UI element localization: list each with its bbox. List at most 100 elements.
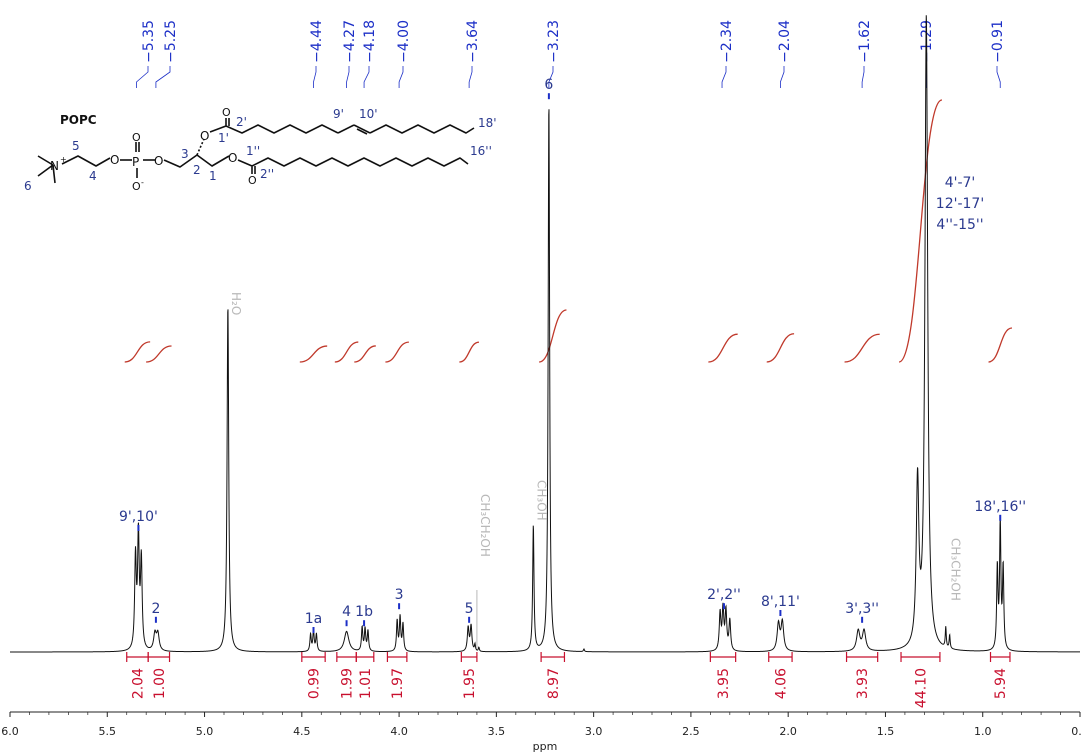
integral-curve xyxy=(898,99,943,363)
assignment-label: 1a xyxy=(305,611,323,627)
integral-value: 3.93 xyxy=(855,668,871,699)
integral-curve xyxy=(844,333,880,363)
stereo-bond xyxy=(196,138,205,156)
integral-curve xyxy=(538,309,567,363)
integral-value: 1.99 xyxy=(340,668,356,699)
assignment-label: 9',10' xyxy=(119,509,158,525)
peak-label-lines xyxy=(136,66,1001,88)
x-tick-label: 5.0 xyxy=(196,725,214,738)
x-axis: ppm 6.0 5.5 5.0 4.5 4.0 3.5 3.0 2.5 2.0 1.5 1.0 0.5 xyxy=(1,711,1082,753)
locant-5: 5 xyxy=(72,139,80,153)
x-axis-label: ppm xyxy=(533,740,558,753)
peak-shift-label: −5.35 xyxy=(141,20,157,63)
peak-shift-label: −1.62 xyxy=(857,20,873,63)
assignment-label: 2',2'' xyxy=(707,587,741,603)
integral-value: 1.97 xyxy=(390,668,406,699)
peak-label-connector xyxy=(861,66,865,88)
locant-3: 3 xyxy=(181,147,189,161)
peak-label-group: −5.35 −5.25 −4.44 −4.27 −4.18 −4.00 −3.64 −3.23… xyxy=(141,20,1006,63)
integral-curve xyxy=(459,341,480,363)
integral-curve xyxy=(385,341,409,363)
negative-charge: - xyxy=(141,178,144,187)
locant-1-prime: 1' xyxy=(218,131,229,145)
assignment-label: 1b xyxy=(355,604,373,620)
assignment-label: 6 xyxy=(544,77,553,93)
locant-2-prime: 2' xyxy=(236,115,247,129)
peak-label-connector xyxy=(996,66,1001,88)
integral-value: 44.10 xyxy=(913,668,929,708)
oxygen-atom-3: O xyxy=(132,180,141,193)
x-tick-label: 3.5 xyxy=(488,725,506,738)
peak-shift-label: −4.00 xyxy=(396,20,412,63)
sn2-chain-a xyxy=(209,118,339,134)
sn1-chain xyxy=(237,157,469,174)
integral-value: 1.00 xyxy=(152,668,168,699)
sn2-chain-b xyxy=(337,124,475,135)
peak-shift-label: −4.44 xyxy=(309,20,325,63)
locant-4: 4 xyxy=(89,169,97,183)
spectrum-trace xyxy=(10,15,1080,653)
peak-shift-label: −2.04 xyxy=(777,20,793,63)
integration-regions: 2.04 1.00 0.99 1.99 1.01 1.97 1.95 8.97 3.95 4.06… xyxy=(126,652,1011,708)
assignment-label: 5 xyxy=(465,601,474,617)
oxygen-atom-4: O xyxy=(154,154,163,168)
peak-shift-label: −4.18 xyxy=(362,20,378,63)
integral-curve xyxy=(988,327,1013,363)
x-tick-label: 6.0 xyxy=(1,725,19,738)
locant-2: 2 xyxy=(193,163,201,177)
assignment-label: 3 xyxy=(395,587,404,603)
assignment-labels: 9',10' 2 1a 4 1b 3 5 6 2',2'' 8',11' 3',3'' 18',16'… xyxy=(119,77,1026,633)
x-tick-label: 5.5 xyxy=(99,725,117,738)
integral-value: 1.95 xyxy=(462,668,478,699)
locant-2-double-prime: 2'' xyxy=(260,167,274,181)
peak-label-connector xyxy=(398,66,404,88)
peak-label-connector xyxy=(346,66,350,88)
x-tick-label: 4.0 xyxy=(390,725,408,738)
bulk-label-line-2: 12'-17' xyxy=(936,196,984,212)
x-tick-label: 1.5 xyxy=(877,725,895,738)
solvent-label: CH₃OH xyxy=(534,480,548,521)
assignment-label: 18',16'' xyxy=(974,499,1026,515)
peak-shift-label: −2.34 xyxy=(719,20,735,63)
oxygen-atom-5: O xyxy=(200,129,209,143)
oxygen-atom-7: O xyxy=(222,106,231,119)
locant-6: 6 xyxy=(24,179,32,193)
assignment-label: 4 xyxy=(342,604,351,620)
integral-value: 1.01 xyxy=(358,668,374,699)
locant-16-double-prime: 16'' xyxy=(470,144,492,158)
peak-shift-label: −3.64 xyxy=(465,20,481,63)
integral-curve xyxy=(299,345,328,363)
integral-curve xyxy=(354,345,376,363)
locant-18-prime: 18' xyxy=(478,116,497,130)
integral-curve xyxy=(146,345,172,363)
nitrogen-atom: N xyxy=(50,159,59,173)
assignment-label: 3',3'' xyxy=(845,601,879,617)
x-tick-label: 2.0 xyxy=(779,725,797,738)
x-tick-label: 2.5 xyxy=(682,725,700,738)
peak-label-connector xyxy=(155,66,171,88)
peak-label-connector xyxy=(468,66,473,88)
integral-value: 5.94 xyxy=(993,668,1009,699)
structure-locants: 6 5 4 3 2 1 2' 1' 1'' 2'' 9' 10' 18' 16'… xyxy=(24,107,497,193)
peak-label-connector xyxy=(548,66,554,88)
integral-curve xyxy=(124,341,151,363)
integral-value: 8.97 xyxy=(546,668,562,699)
peak-shift-label: −3.23 xyxy=(546,20,562,63)
x-tick-label: 1.0 xyxy=(974,725,992,738)
oxygen-atom-6: O xyxy=(228,151,237,165)
oxygen-atom-1: O xyxy=(110,153,119,167)
integral-curve xyxy=(708,333,738,363)
solvent-label: H₂O xyxy=(229,292,243,315)
peak-label-connector xyxy=(780,66,785,88)
locant-10-prime: 10' xyxy=(359,107,378,121)
methyl-bonds xyxy=(37,155,56,184)
peak-shift-label: −4.27 xyxy=(342,20,358,63)
locant-9-prime: 9' xyxy=(333,107,344,121)
solvent-labels: H₂O CH₃CH₂OH CH₃OH CH₃CH₂OH xyxy=(229,292,963,648)
oxygen-atom-2: O xyxy=(132,131,141,144)
bulk-methylene-label: 4'-7' 12'-17' 4''-15'' xyxy=(936,175,984,233)
oxygen-atom-8: O xyxy=(248,174,257,187)
molecule-name: POPC xyxy=(60,113,97,127)
locant-1: 1 xyxy=(209,169,217,183)
